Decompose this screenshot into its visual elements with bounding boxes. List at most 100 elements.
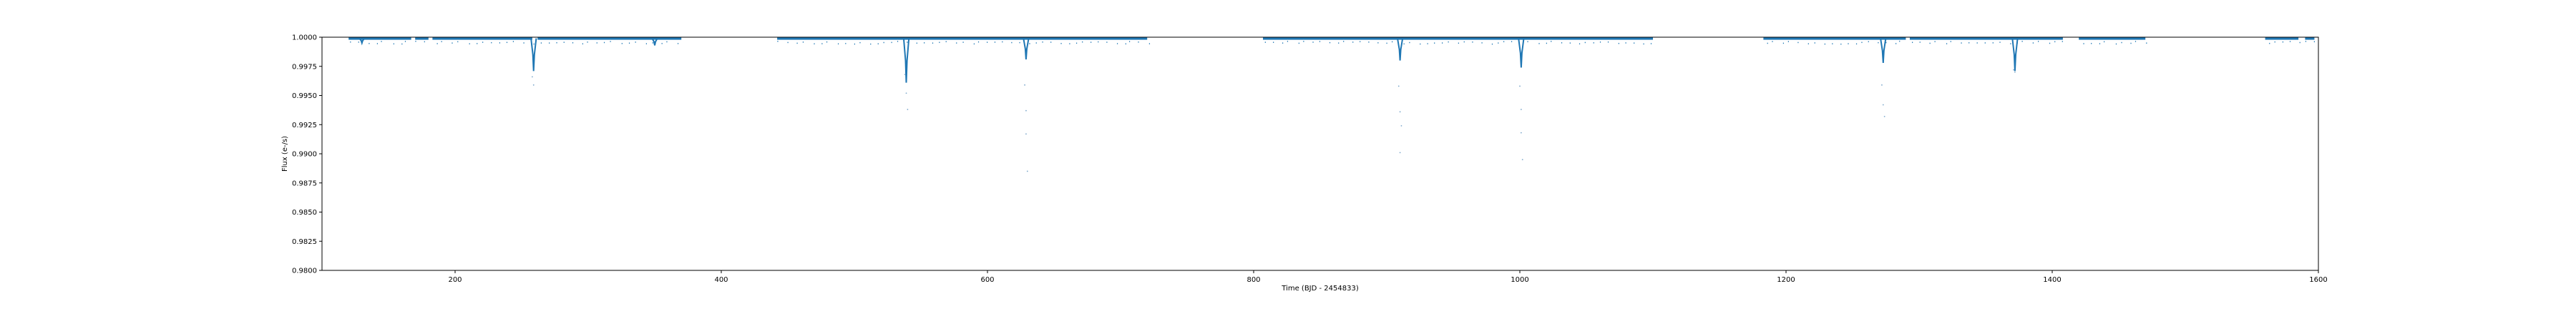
x-tick-label: 800 — [1246, 276, 1260, 284]
flux-point — [1116, 43, 1118, 44]
flux-point — [1264, 41, 1266, 43]
outlier-point — [1399, 152, 1401, 154]
x-tick-label: 600 — [980, 276, 994, 284]
flux-point — [1968, 42, 1970, 44]
flux-point — [787, 41, 789, 44]
flux-point — [1060, 43, 1062, 44]
flux-point — [1569, 42, 1571, 44]
flux-point — [837, 43, 839, 45]
flux-point — [1011, 41, 1013, 44]
flux-point — [2038, 41, 2039, 42]
flux-point — [977, 41, 980, 43]
flux-point — [1442, 42, 1443, 44]
outlier-point — [907, 109, 909, 110]
outlier-point — [2014, 72, 2016, 73]
outlier-point — [1520, 109, 1522, 110]
outlier-point — [532, 84, 535, 86]
flux-point — [2091, 43, 2092, 44]
observed-segment — [415, 37, 429, 40]
flux-point — [796, 42, 798, 44]
y-tick-label: 0.9900 — [292, 151, 317, 159]
outlier-point — [1024, 84, 1025, 86]
flux-point — [499, 42, 501, 44]
flux-point — [1368, 41, 1370, 43]
flux-point — [1403, 43, 1405, 45]
flux-point — [628, 42, 630, 44]
flux-point — [1019, 41, 1020, 44]
outlier-point — [1399, 111, 1401, 113]
flux-point — [1787, 41, 1789, 42]
flux-point — [1075, 42, 1078, 44]
flux-point — [1992, 42, 1994, 44]
outlier-point — [2013, 69, 2014, 71]
flux-point — [572, 42, 574, 44]
y-tick-label: 1.0000 — [292, 34, 317, 42]
y-tick-label: 0.9800 — [292, 268, 317, 275]
flux-point — [1463, 41, 1465, 43]
outlier-point — [1026, 170, 1028, 172]
flux-point — [1912, 41, 1913, 44]
y-axis-label: Flux (e-/s) — [281, 136, 289, 172]
outlier-point — [1520, 132, 1522, 134]
flux-point — [1579, 43, 1581, 45]
flux-point — [523, 42, 525, 44]
flux-point — [1409, 41, 1410, 44]
flux-point — [1919, 41, 1921, 43]
flux-point — [1448, 41, 1449, 43]
transit-dip — [651, 38, 658, 46]
outlier-point — [1025, 133, 1027, 135]
flux-point — [2269, 42, 2270, 44]
flux-point — [1538, 43, 1540, 44]
x-tick-label: 1600 — [2309, 276, 2327, 284]
flux-point — [2062, 41, 2063, 42]
flux-point — [897, 41, 899, 42]
flux-point — [2054, 41, 2056, 43]
transit-dip — [1518, 38, 1525, 68]
flux-point — [1861, 41, 1863, 44]
transit-dip — [530, 38, 537, 72]
flux-point — [1511, 41, 1513, 42]
flux-point — [1282, 42, 1284, 44]
flux-point — [1338, 42, 1340, 44]
flux-point — [512, 41, 514, 42]
flux-point — [1082, 41, 1083, 43]
flux-point — [1377, 42, 1379, 44]
flux-point — [469, 43, 470, 45]
flux-point — [1128, 41, 1131, 42]
flux-point — [621, 43, 623, 44]
y-tick-label: 0.9975 — [292, 63, 317, 71]
flux-point — [376, 43, 379, 44]
flux-point — [854, 43, 856, 45]
flux-point — [1287, 41, 1289, 42]
outlier-point — [905, 92, 907, 94]
flux-point — [457, 41, 459, 43]
plot-content — [348, 37, 2315, 172]
transit-dip — [1880, 38, 1887, 63]
flux-point — [1767, 42, 1768, 44]
flux-point — [1934, 41, 1936, 42]
flux-point — [1584, 41, 1586, 44]
flux-point — [1491, 43, 1493, 45]
flux-point — [2115, 43, 2117, 45]
flux-point — [436, 43, 438, 44]
observed-segment — [432, 37, 532, 40]
outlier-point — [1521, 159, 1523, 161]
flux-point — [932, 42, 934, 44]
observed-segment — [2265, 37, 2299, 40]
flux-point — [845, 43, 847, 44]
y-tick-label: 0.9825 — [292, 238, 317, 246]
flux-point — [1481, 42, 1483, 44]
outlier-point — [1882, 104, 1884, 106]
y-tick-label: 0.9925 — [292, 122, 317, 129]
flux-point — [1106, 41, 1108, 43]
flux-point — [1797, 41, 1799, 44]
flux-point — [877, 43, 879, 45]
flux-point — [645, 43, 647, 44]
flux-point — [1029, 43, 1030, 44]
flux-point — [945, 41, 947, 43]
flux-point — [1868, 41, 1869, 43]
flux-point — [956, 42, 957, 44]
flux-point — [859, 41, 861, 44]
outlier-point — [1025, 109, 1027, 112]
transit-dip — [2011, 38, 2019, 72]
